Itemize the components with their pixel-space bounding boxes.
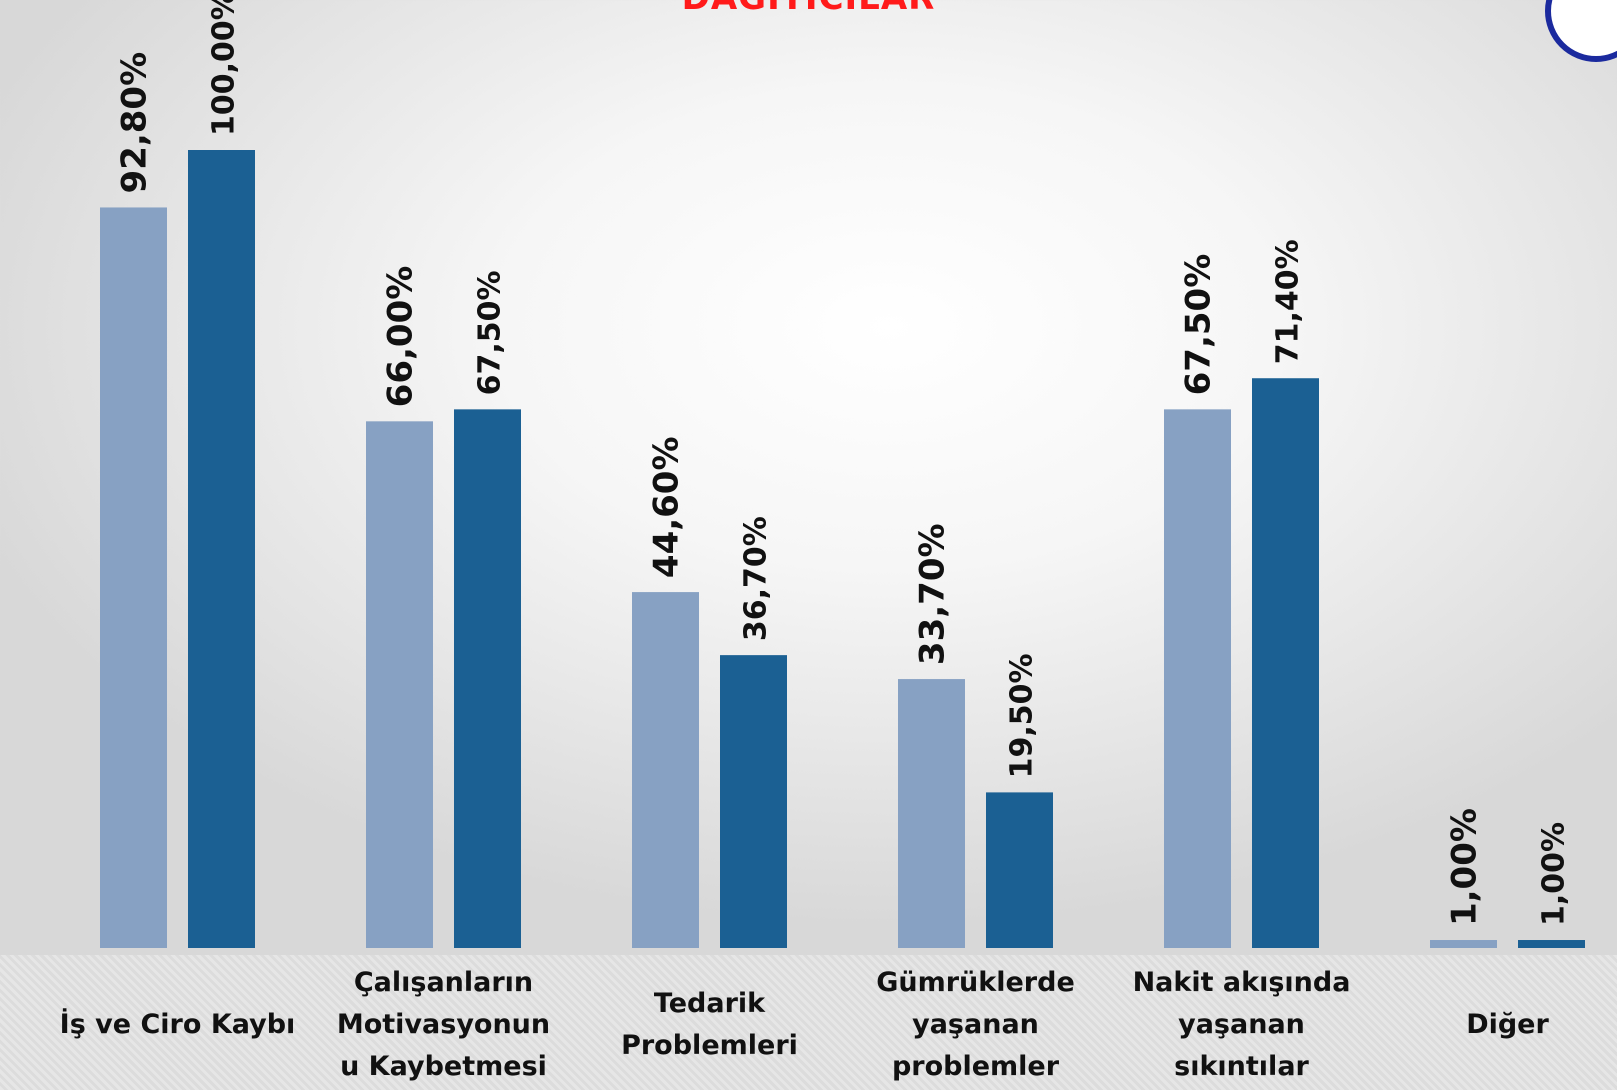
data-label-s2-4: 19,50% [1005, 653, 1040, 778]
category-label-band [0, 955, 1617, 1090]
bar-s2-2 [454, 409, 521, 949]
bar-s2-6 [1518, 940, 1585, 948]
category-label-5-line-1: Nakit akışında [1133, 967, 1351, 998]
bar-s1-5 [1164, 409, 1231, 949]
bar-s2-4 [986, 792, 1053, 948]
bar-s1-3 [632, 592, 699, 948]
bar-s1-6 [1430, 940, 1497, 948]
data-label-s1-6: 1,00% [1445, 808, 1485, 926]
category-label-2-line-1: Çalışanların [354, 967, 533, 998]
category-label-1-line-1: İş ve Ciro Kaybı [60, 1008, 296, 1040]
category-label-6-line-1: Diğer [1466, 1009, 1549, 1040]
category-label-3-line-1: Tedarik [654, 988, 766, 1019]
category-label-4-line-1: Gümrüklerde [876, 967, 1075, 998]
category-label-2-line-3: u Kaybetmesi [340, 1051, 547, 1082]
bar-s2-5 [1252, 378, 1319, 948]
data-label-s2-3: 36,70% [739, 516, 774, 641]
category-label-3-line-2: Problemleri [621, 1030, 798, 1061]
data-label-s2-5: 71,40% [1271, 239, 1306, 364]
data-label-s1-2: 66,00% [381, 266, 421, 408]
chart-title: DAĞITICILAR [0, 0, 1617, 18]
category-label-5-line-2: yaşanan [1178, 1009, 1305, 1040]
data-label-s1-1: 92,80% [115, 52, 155, 194]
category-label-5-line-3: sıkıntılar [1174, 1051, 1309, 1082]
bar-s1-1 [100, 207, 167, 948]
category-label-4-line-3: problemler [892, 1051, 1060, 1082]
bar-s1-2 [366, 421, 433, 948]
bar-s1-4 [898, 679, 965, 948]
category-label-4-line-2: yaşanan [912, 1009, 1039, 1040]
data-label-s1-5: 67,50% [1179, 254, 1219, 396]
data-label-s2-2: 67,50% [473, 270, 508, 395]
data-label-s1-4: 33,70% [913, 523, 953, 665]
data-label-s2-6: 1,00% [1537, 822, 1572, 926]
bar-s2-3 [720, 655, 787, 948]
bar-s2-1 [188, 150, 255, 948]
category-label-2-line-2: Motivasyonun [337, 1009, 550, 1040]
data-label-s2-1: 100,00% [207, 0, 242, 136]
data-label-s1-3: 44,60% [647, 436, 687, 578]
